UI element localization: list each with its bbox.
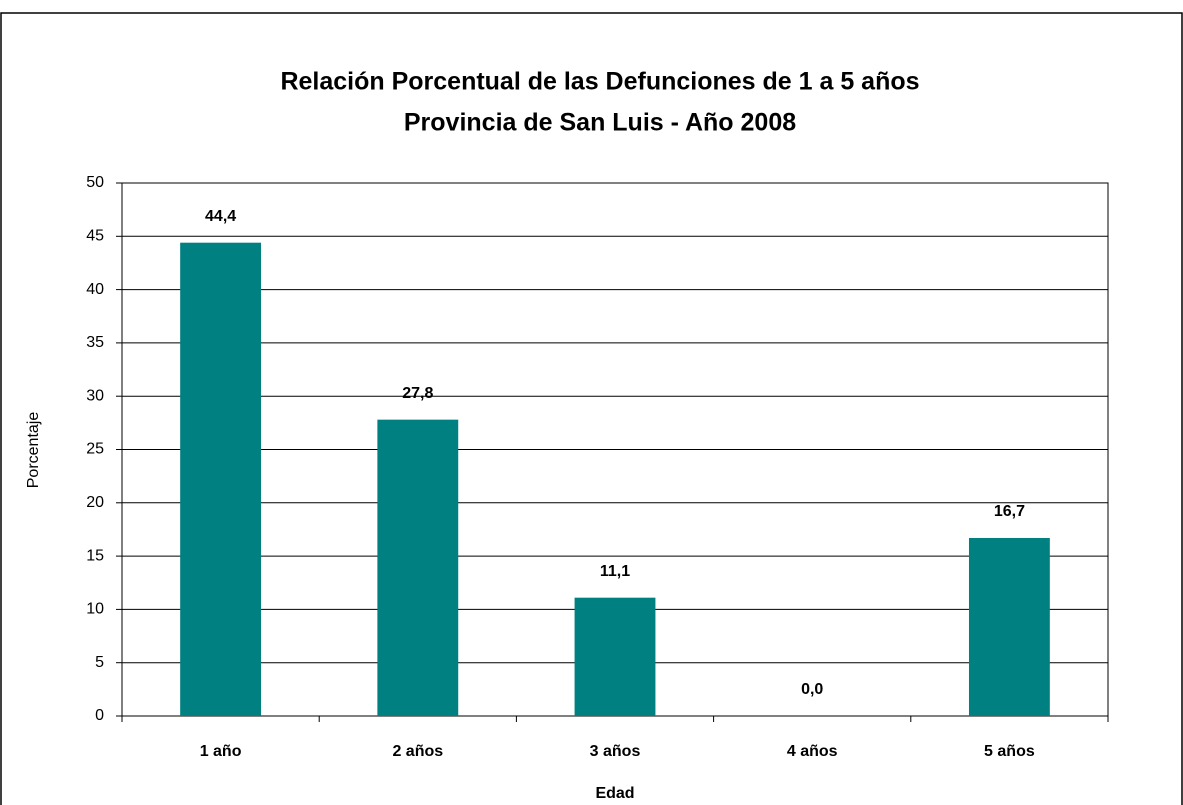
chart-subtitle: Provincia de San Luis - Año 2008 bbox=[404, 109, 796, 137]
x-tick-label: 3 años bbox=[590, 743, 641, 760]
value-label: 11,1 bbox=[600, 563, 630, 580]
x-tick-label: 4 años bbox=[787, 743, 838, 760]
y-tick-label: 10 bbox=[86, 601, 104, 618]
bar bbox=[968, 537, 1050, 716]
y-tick-label: 35 bbox=[86, 334, 104, 351]
x-tick-label: 2 años bbox=[392, 743, 443, 760]
y-tick-label: 5 bbox=[95, 654, 104, 671]
y-tick-label: 20 bbox=[86, 494, 104, 511]
bar bbox=[377, 419, 459, 716]
bar bbox=[574, 597, 656, 716]
y-tick-label: 40 bbox=[86, 281, 104, 298]
x-axis-label: Edad bbox=[595, 785, 634, 802]
y-tick-label: 15 bbox=[86, 547, 104, 564]
y-tick-label: 25 bbox=[86, 441, 104, 458]
chart-title: Relación Porcentual de las Defunciones d… bbox=[280, 68, 919, 96]
value-label: 16,7 bbox=[994, 503, 1025, 520]
value-label: 0,0 bbox=[801, 681, 823, 698]
value-label: 27,8 bbox=[402, 385, 433, 402]
y-tick-label: 0 bbox=[95, 707, 104, 724]
x-tick-label: 1 año bbox=[200, 743, 242, 760]
x-tick-label: 5 años bbox=[984, 743, 1035, 760]
y-tick-label: 30 bbox=[86, 387, 104, 404]
y-tick-label: 45 bbox=[86, 228, 104, 245]
y-axis-label: Porcentaje bbox=[25, 412, 42, 489]
value-label: 44,4 bbox=[205, 208, 236, 225]
y-tick-label: 50 bbox=[86, 174, 104, 191]
bar bbox=[180, 242, 262, 717]
